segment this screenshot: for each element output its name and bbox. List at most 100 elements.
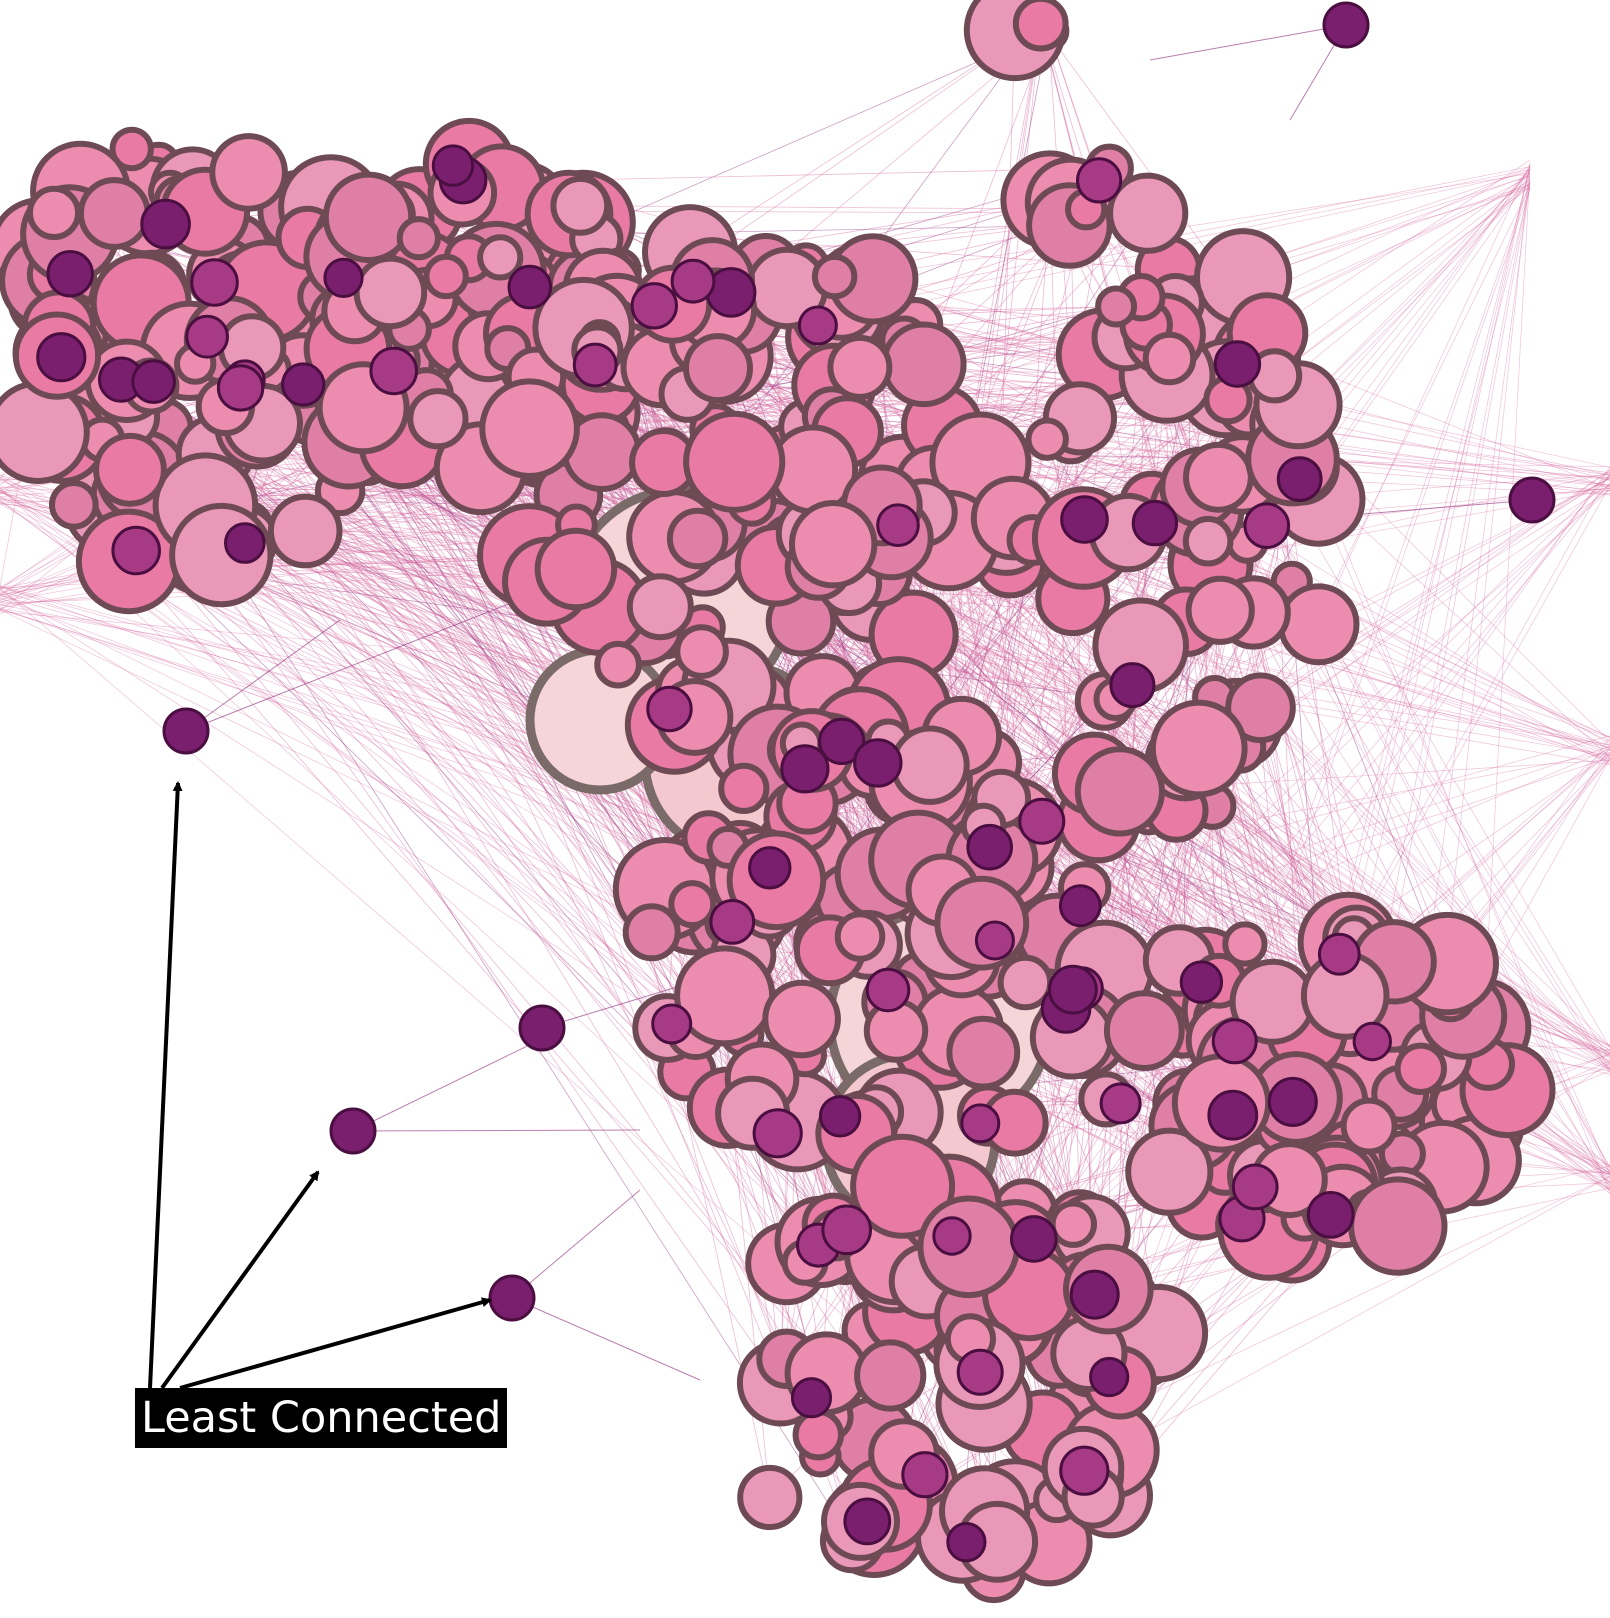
network-node — [353, 255, 428, 330]
network-node — [956, 1348, 1004, 1396]
edge — [367, 457, 787, 1360]
network-node — [748, 846, 792, 890]
edge — [1291, 581, 1610, 1074]
edge — [306, 418, 666, 890]
network-node — [622, 903, 681, 962]
edge — [185, 619, 341, 732]
network-node — [811, 253, 858, 300]
network-node — [1010, 1215, 1058, 1263]
network-node — [1183, 441, 1254, 513]
network-node — [93, 432, 167, 507]
edge — [1149, 24, 1347, 61]
edge — [1104, 475, 1610, 970]
network-node — [1125, 1127, 1214, 1216]
least-connected-node — [162, 707, 210, 755]
network-node — [792, 1409, 844, 1461]
network-node — [423, 253, 469, 300]
network-node — [674, 624, 729, 679]
network-node — [762, 979, 841, 1059]
least-connected-node — [329, 1107, 377, 1155]
edge — [993, 509, 1198, 827]
network-node — [1267, 1076, 1318, 1127]
network-node — [396, 216, 441, 261]
network-node — [1179, 960, 1224, 1004]
least-connected-label: Least Connected — [135, 1388, 508, 1448]
network-node — [185, 314, 230, 359]
network-node — [789, 500, 878, 589]
network-node — [853, 738, 903, 788]
edge — [975, 469, 1610, 1317]
network-node — [1182, 515, 1234, 567]
network-node — [190, 258, 239, 307]
network-node — [1095, 285, 1138, 328]
network-node — [626, 573, 694, 641]
network-node — [876, 503, 920, 548]
edge — [511, 1297, 701, 1381]
edge — [128, 561, 905, 1455]
network-node — [1089, 1356, 1130, 1398]
edge — [1286, 429, 1610, 1174]
edge — [541, 979, 701, 1029]
network-node — [821, 1204, 873, 1256]
network-node — [1142, 331, 1197, 386]
node-layer — [0, 0, 1556, 1604]
network-node — [1049, 1200, 1098, 1248]
network-node — [594, 640, 642, 689]
network-node — [550, 175, 611, 236]
edge — [0, 585, 709, 838]
network-node — [281, 362, 326, 407]
network-node — [1340, 1097, 1398, 1155]
edge — [0, 587, 1011, 867]
network-node — [1185, 575, 1255, 645]
network-node — [1277, 583, 1360, 666]
edge — [1210, 481, 1610, 956]
network-node — [670, 258, 716, 304]
edge — [1347, 165, 1531, 943]
network-node — [322, 171, 415, 264]
network-node — [1352, 1021, 1393, 1062]
network-node — [46, 250, 94, 298]
network-node — [1069, 1269, 1120, 1320]
network-node — [630, 282, 678, 330]
network-node — [960, 1103, 1001, 1144]
network-node — [1207, 1089, 1259, 1141]
network-node — [966, 823, 1014, 871]
network-node — [890, 725, 970, 805]
edge — [511, 1189, 641, 1299]
network-node — [369, 346, 419, 396]
network-node — [666, 507, 729, 570]
network-node — [1211, 1018, 1258, 1065]
network-node — [834, 911, 886, 962]
network-node — [479, 378, 580, 480]
network-node — [1348, 1176, 1448, 1276]
edge — [923, 30, 1049, 365]
network-node — [1060, 495, 1109, 544]
edge — [354, 310, 781, 1383]
network-node — [77, 177, 151, 250]
edge — [1435, 163, 1531, 1056]
network-node — [683, 333, 753, 404]
edge — [242, 391, 891, 1376]
network-node — [111, 525, 161, 576]
network-node — [683, 410, 786, 513]
edge — [1081, 484, 1610, 1004]
arrow-to-leaf-node-2 — [160, 1170, 320, 1390]
network-node — [1231, 1163, 1279, 1211]
network-node — [1243, 502, 1291, 550]
network-node — [718, 762, 770, 815]
network-node — [209, 133, 288, 212]
network-node — [140, 198, 191, 250]
network-node — [850, 1133, 956, 1239]
network-node — [881, 321, 967, 408]
edge — [352, 1129, 641, 1132]
annotation-arrows — [148, 781, 492, 1390]
network-node — [974, 920, 1015, 961]
network-node — [1149, 699, 1248, 798]
network-node — [477, 234, 524, 281]
edge — [1082, 1175, 1610, 1468]
network-node — [668, 880, 717, 929]
least-connected-node — [1322, 1, 1370, 49]
least-connected-node — [518, 1004, 566, 1052]
network-node — [827, 334, 893, 400]
